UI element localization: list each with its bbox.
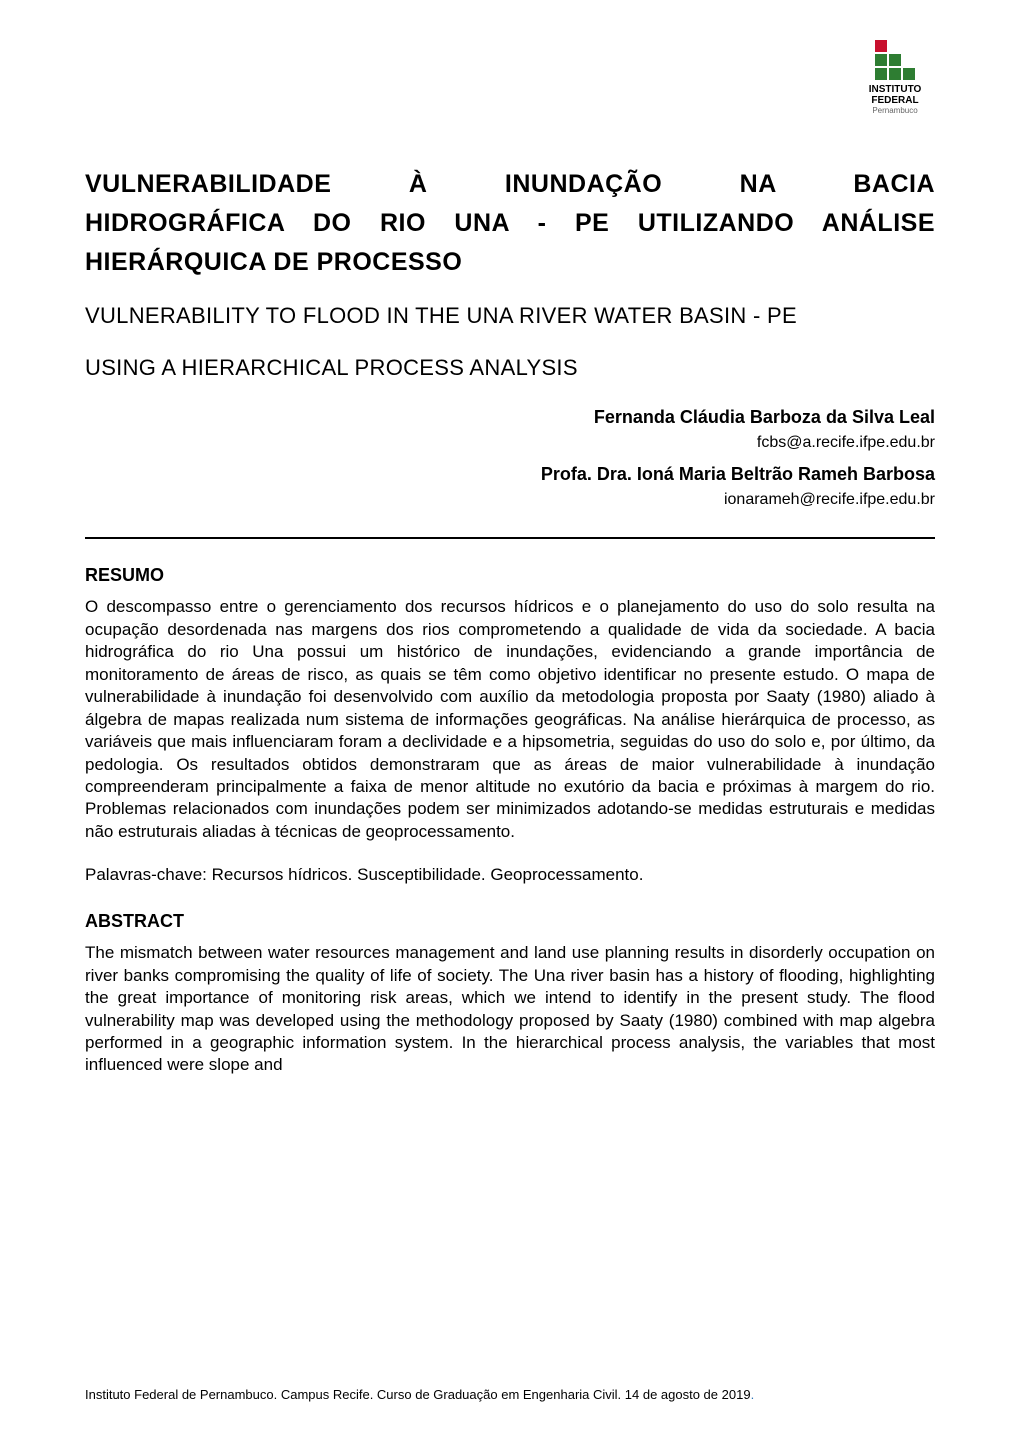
logo-text-line1: INSTITUTO [869, 84, 922, 95]
page-footer: Instituto Federal de Pernambuco. Campus … [85, 1387, 935, 1404]
paper-subtitle-line1: VULNERABILITY TO FLOOD IN THE UNA RIVER … [85, 299, 935, 333]
authors-block: Fernanda Cláudia Barboza da Silva Leal f… [85, 407, 935, 509]
paper-title-line1: VULNERABILIDADE À INUNDAÇÃO NA BACIA [85, 165, 935, 204]
footer-accent-dot: . [751, 1387, 755, 1402]
paper-subtitle-line2: USING A HIERARCHICAL PROCESS ANALYSIS [85, 351, 935, 385]
section-divider [85, 537, 935, 539]
author-email-1: fcbs@a.recife.ifpe.edu.br [85, 434, 935, 452]
resumo-heading: RESUMO [85, 565, 935, 586]
logo-subtext: Pernambuco [872, 106, 917, 115]
resumo-body: O descompasso entre o gerenciamento dos … [85, 596, 935, 843]
logo-squares-icon [875, 40, 915, 80]
resumo-keywords: Palavras-chave: Recursos hídricos. Susce… [85, 865, 935, 885]
paper-title-line2: HIDROGRÁFICA DO RIO UNA - PE UTILIZANDO … [85, 204, 935, 243]
footer-text: Instituto Federal de Pernambuco. Campus … [85, 1387, 751, 1402]
author-name-1: Fernanda Cláudia Barboza da Silva Leal [85, 407, 935, 428]
paper-title-line3: HIERÁRQUICA DE PROCESSO [85, 243, 935, 282]
logo-text-line2: FEDERAL [871, 95, 918, 106]
abstract-body: The mismatch between water resources man… [85, 942, 935, 1077]
author-email-2: ionarameh@recife.ifpe.edu.br [85, 491, 935, 509]
abstract-heading: ABSTRACT [85, 911, 935, 932]
author-name-2: Profa. Dra. Ioná Maria Beltrão Rameh Bar… [85, 464, 935, 485]
institution-logo: INSTITUTO FEDERAL Pernambuco [855, 40, 935, 130]
